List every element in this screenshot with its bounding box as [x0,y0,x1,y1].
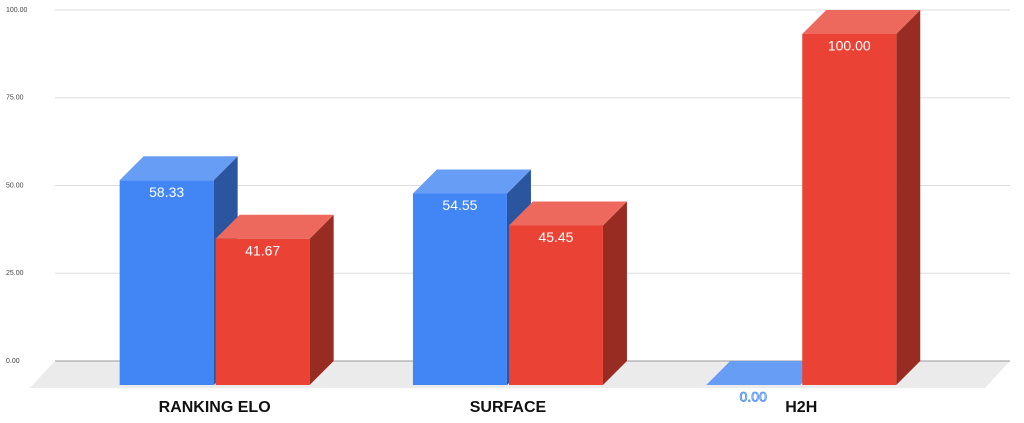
value-label: 41.67 [245,242,280,258]
value-label: 45.45 [538,229,573,245]
y-tick-label: 100.00 [6,7,28,14]
bar-top [119,156,238,181]
bar [215,238,310,385]
bar-side [309,214,334,385]
y-tick-label: 25.00 [6,270,24,277]
bar-side [602,201,627,385]
value-label: 100.00 [828,38,871,54]
value-label: 0.00 [740,389,767,405]
bar-top [706,361,825,385]
bar-side [896,10,921,385]
bar-top [802,10,921,34]
bar-top [215,214,334,239]
bar [508,225,603,385]
bar [802,34,897,385]
y-tick-label: 75.00 [6,95,24,102]
x-tick-label: SURFACE [470,399,547,416]
y-tick-label: 50.00 [6,182,24,189]
value-label: 54.55 [442,197,477,213]
bar-top [508,201,627,226]
y-tick-label: 0.00 [6,358,20,365]
value-label: 58.33 [149,184,184,200]
bar [119,180,214,385]
bar-top [412,169,531,194]
x-tick-label: H2H [785,399,817,416]
bar [412,193,507,385]
x-tick-label: RANKING ELO [159,399,271,416]
